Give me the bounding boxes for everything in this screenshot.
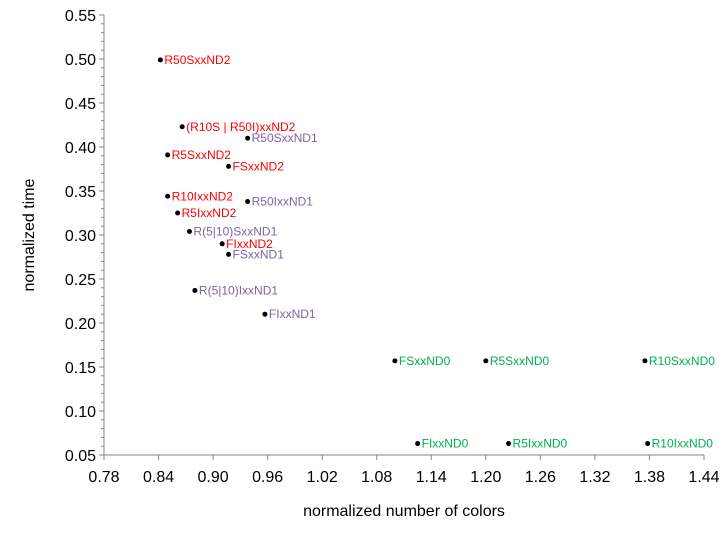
data-point [392, 358, 398, 364]
y-tick-label: 0.10 [65, 404, 96, 421]
data-point [483, 358, 489, 364]
data-label: FSxxND2 [233, 159, 285, 173]
y-tick-label: 0.30 [65, 228, 96, 245]
y-tick-label: 0.35 [65, 184, 96, 201]
data-point [245, 199, 251, 205]
x-tick-label: 1.44 [688, 469, 719, 486]
data-point [226, 251, 232, 257]
data-label: R50IxxND1 [252, 195, 314, 209]
x-tick-label: 0.84 [143, 469, 174, 486]
data-label: R50SxxND1 [252, 131, 318, 145]
x-tick-label: 1.20 [470, 469, 501, 486]
data-label: R(5|10)IxxND1 [199, 283, 278, 297]
data-label: R5SxxND0 [490, 354, 550, 368]
y-tick-label: 0.15 [65, 360, 96, 377]
y-tick-label: 0.40 [65, 140, 96, 157]
data-point [245, 135, 251, 141]
data-point [192, 287, 198, 293]
data-label: R(5|10)SxxND1 [193, 224, 277, 238]
data-label: R5IxxND0 [513, 437, 568, 451]
y-tick-label: 0.05 [65, 448, 96, 465]
x-tick-label: 1.14 [416, 469, 447, 486]
data-point [157, 57, 163, 63]
data-label: FSxxND0 [399, 354, 451, 368]
axes: 0.05 0.10 0.15 0.20 0.25 0.30 0.35 0.40 0.45 0.50… [65, 8, 720, 486]
data-label: R5IxxND2 [182, 206, 237, 220]
data-label: R5SxxND2 [172, 148, 232, 162]
x-tick-label: 0.78 [88, 469, 119, 486]
data-label: FIxxND0 [422, 437, 469, 451]
data-point [186, 228, 192, 234]
x-tick-label: 1.26 [525, 469, 556, 486]
data-point [165, 152, 171, 158]
data-point [642, 358, 648, 364]
x-tick-label: 0.90 [198, 469, 229, 486]
data-point [226, 163, 232, 169]
y-tick-label: 0.20 [65, 316, 96, 333]
x-axis-title: normalized number of colors [303, 503, 505, 520]
data-label: R10IxxND0 [652, 437, 714, 451]
data-point [645, 441, 651, 447]
data-label: R10IxxND2 [172, 189, 234, 203]
x-ticks: 0.78 0.84 0.90 0.96 1.02 1.08 1.14 1.20 1.26 1.32… [88, 455, 720, 486]
x-tick-label: 0.96 [252, 469, 283, 486]
y-tick-label: 0.25 [65, 272, 96, 289]
data-point [219, 241, 225, 247]
data-label: (R10S | R50I)xxND2 [186, 120, 295, 134]
x-tick-label: 1.32 [579, 469, 610, 486]
data-point [175, 210, 181, 216]
data-label: FIxxND2 [226, 237, 273, 251]
y-tick-label: 0.55 [65, 8, 96, 25]
data-point [415, 441, 421, 447]
data-label: R10SxxND0 [649, 354, 715, 368]
y-ticks: 0.05 0.10 0.15 0.20 0.25 0.30 0.35 0.40 0.45 0.50… [65, 8, 104, 465]
x-tick-label: 1.38 [634, 469, 665, 486]
data-label: FIxxND1 [269, 307, 316, 321]
x-tick-label: 1.08 [361, 469, 392, 486]
x-tick-label: 1.02 [307, 469, 338, 486]
data-point [165, 193, 171, 199]
data-point [179, 124, 185, 130]
data-label: R50SxxND2 [164, 53, 230, 67]
y-tick-label: 0.50 [65, 52, 96, 69]
data-label: FSxxND1 [233, 247, 285, 261]
y-tick-label: 0.45 [65, 96, 96, 113]
y-axis-title: normalized time [21, 178, 38, 291]
data-point [506, 441, 512, 447]
data-point [262, 311, 268, 317]
